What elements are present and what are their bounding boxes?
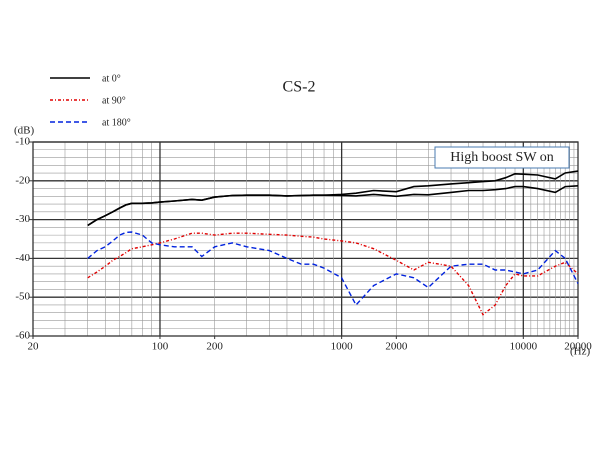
series-line xyxy=(87,185,579,227)
x-tick-label: 20 xyxy=(28,341,40,353)
x-unit-label: (Hz) xyxy=(570,346,590,358)
legend-label: at 180° xyxy=(102,117,131,128)
x-tick-label: 100 xyxy=(152,341,169,353)
annotation: High boost SW on xyxy=(450,150,554,165)
legend-label: at 0° xyxy=(102,73,121,84)
chart-title: CS-2 xyxy=(283,79,316,96)
x-tick-label: 10000 xyxy=(510,341,538,353)
y-tick-label: -10 xyxy=(15,136,30,148)
x-tick-label: 200 xyxy=(206,341,223,353)
series-line xyxy=(87,231,579,307)
plot-frame xyxy=(32,141,579,337)
y-tick-label: -50 xyxy=(15,291,30,303)
y-tick-label: -60 xyxy=(15,330,30,342)
y-tick-label: -30 xyxy=(15,213,30,225)
x-tick-label: 2000 xyxy=(385,341,408,353)
y-tick-label: -20 xyxy=(15,174,30,186)
legend-label: at 90° xyxy=(102,95,126,106)
x-tick-label: 1000 xyxy=(331,341,354,353)
x-tick-label: 20000 xyxy=(564,341,592,353)
annotation-box xyxy=(434,146,570,169)
y-unit-label: (dB) xyxy=(14,125,35,137)
y-tick-label: -40 xyxy=(15,252,30,264)
